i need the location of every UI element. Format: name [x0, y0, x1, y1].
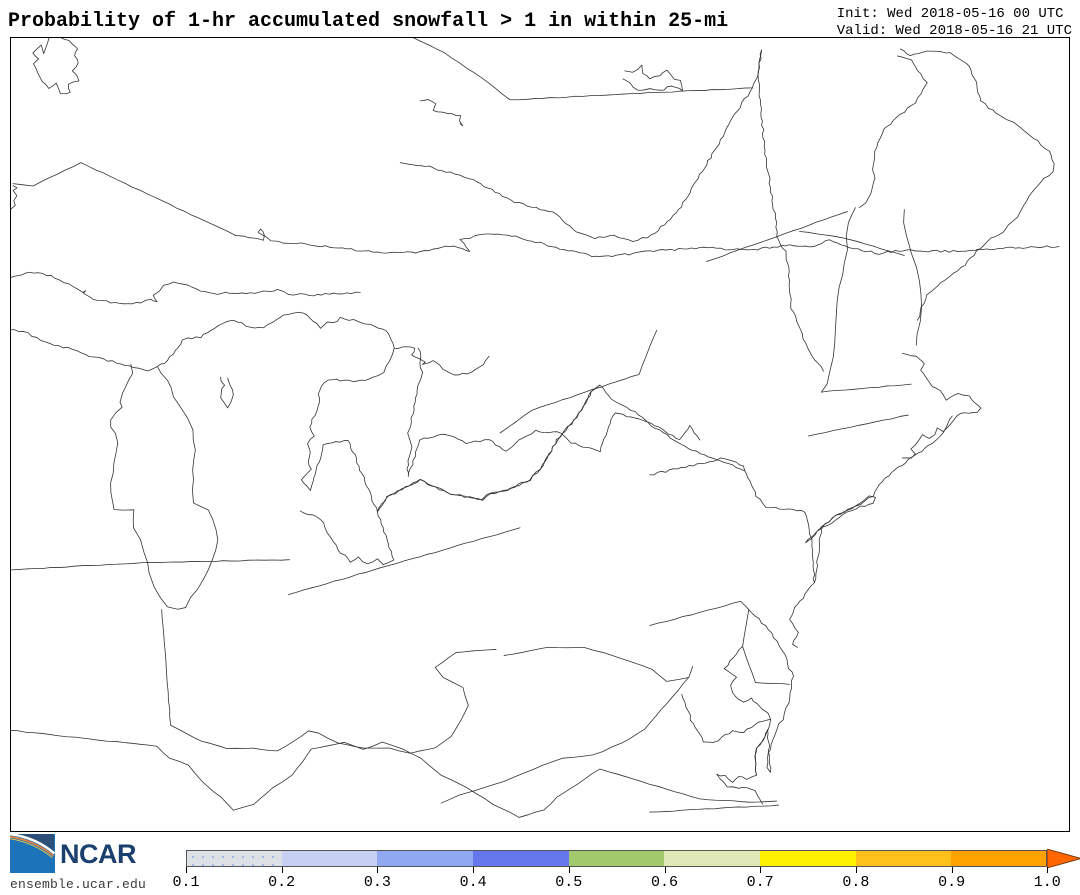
svg-text:NCAR: NCAR	[60, 839, 136, 869]
